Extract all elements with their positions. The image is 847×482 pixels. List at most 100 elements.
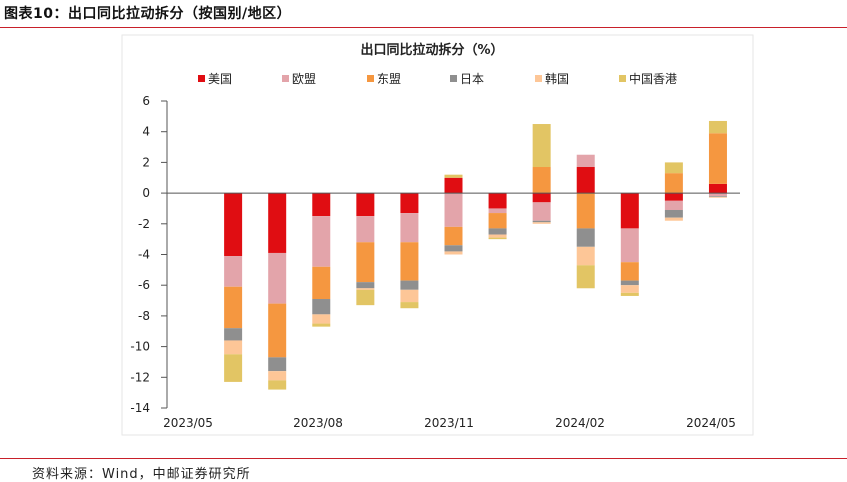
bar-stack: 美国 2023/12: -1欧盟 2023/12: -0.3东盟 2023/12… <box>488 193 507 240</box>
bar-stack: 美国 2024/01: -0.6欧盟 2024/01: -1.2 东盟 2024/… <box>532 124 551 224</box>
legend-swatch <box>367 75 374 82</box>
bar-segment: 韩国 2023/07: -0.6 <box>268 371 287 381</box>
y-tick-label: -6 <box>138 278 150 292</box>
bar-segment: 中国香港 2024/02: -1.5 <box>576 265 595 289</box>
bar-segment: 韩国 2023/08: -0.6 <box>312 314 331 324</box>
legend-item: 欧盟 <box>282 72 316 86</box>
y-tick-label: 4 <box>142 125 150 139</box>
bar-segment: 日本 2023/12: -0.4 <box>488 228 507 235</box>
legend-swatch <box>619 75 626 82</box>
legend-swatch <box>198 75 205 82</box>
bar-segment: 日本 2023/11: -0.4 <box>444 245 463 252</box>
legend-item: 东盟 <box>367 72 401 86</box>
bar-segment: 美国 2023/12: -1 <box>488 193 507 209</box>
bar-segment: 东盟 2023/11: -1.2 <box>444 226 463 246</box>
y-tick-label: 0 <box>142 186 150 200</box>
bar-segment: 欧盟 2024/02: 0.8 <box>576 154 595 168</box>
bar-segment: 中国香港 2024/04: 0.7 <box>664 162 683 174</box>
bar-segment: 欧盟 2023/12: -0.3 <box>488 208 507 214</box>
header-rule <box>0 27 847 28</box>
bar-stack: 美国 2023/06: -4.1欧盟 2023/06: -2东盟 2023/06… <box>224 193 243 382</box>
y-tick-label: 6 <box>142 94 150 108</box>
legend-label: 欧盟 <box>292 72 316 86</box>
bar-segment: 中国香港 2023/11: 0.2 <box>444 174 463 178</box>
bar-segment: 韩国 2024/03: -0.5 <box>620 285 639 293</box>
bar-segment: 欧盟 2024/04: -0.6 <box>664 200 683 210</box>
chart-title: 出口同比拉动拆分（%） <box>360 42 503 58</box>
legend-swatch <box>450 75 457 82</box>
bar-segment: 美国 2023/08: -1.5 <box>312 193 331 217</box>
bar-segment: 美国 2024/01: -0.6 <box>532 193 551 203</box>
bar-segment: 韩国 2024/05: -0.05 <box>708 196 727 198</box>
source-note: 资料来源：Wind，中邮证券研究所 <box>32 467 251 482</box>
bar-segment: 韩国 2023/10: -0.8 <box>400 289 419 303</box>
y-axis: 6 4 2 0 -2 -4 -6 -8 -10 -12 -14 <box>130 94 168 415</box>
bar-segment: 美国 2023/11: 1 <box>444 177 463 194</box>
y-tick-label: -12 <box>130 370 150 384</box>
legend-swatch <box>535 75 542 82</box>
bar-stack: 美国 2024/02: 1.7欧盟 2024/02: 0.8 东盟 2024/02… <box>576 154 595 289</box>
bar-segment: 欧盟 2024/01: -1.2 <box>532 202 551 221</box>
bar-stack: 美国 2023/10: -1.3欧盟 2023/10: -1.9东盟 2023/… <box>400 193 419 309</box>
bar-segment: 欧盟 2023/08: -3.3 <box>312 216 331 267</box>
bar-segment: 韩国 2023/12: -0.2 <box>488 234 507 238</box>
y-tick-label: 2 <box>142 155 150 169</box>
x-axis: 2023/05 2023/08 2023/11 2024/02 2024/05 <box>163 192 740 430</box>
bar-segment: 日本 2024/02: -1.2 <box>576 228 595 247</box>
x-tick-label: 2023/08 <box>293 416 343 430</box>
bar-stack: 美国 2023/11: 1欧盟 2023/11: -2.2东盟 2023/11:… <box>444 174 463 255</box>
x-tick-label: 2023/05 <box>163 416 213 430</box>
bar-segment: 日本 2023/08: -1 <box>312 299 331 315</box>
bar-segment: 东盟 2023/12: -1 <box>488 213 507 229</box>
bar-stack: 美国 2024/04: -0.5欧盟 2024/04: -0.6 东盟 2024/… <box>664 162 683 221</box>
bar-segment: 中国香港 2023/08: -0.2 <box>312 323 331 327</box>
bar-segment: 欧盟 2023/06: -2 <box>224 256 243 287</box>
bar-segment: 美国 2024/03: -2.3 <box>620 193 639 229</box>
stacked-bar-chart: 出口同比拉动拆分（%） 美国 欧盟 东盟 日本 韩国 中国香港 6 4 2 0 -2 -4 -6 -8 -… <box>121 34 754 436</box>
bar-segment: 韩国 2023/06: -0.9 <box>224 340 243 355</box>
bar-segment: 东盟 2024/03: -1.2 <box>620 262 639 281</box>
bar-segment: 欧盟 2023/10: -1.9 <box>400 213 419 243</box>
bar-stack: 美国 2024/03: -2.3欧盟 2024/03: -2.2东盟 2024/… <box>620 193 639 296</box>
bar-segment: 中国香港 2023/10: -0.4 <box>400 302 419 309</box>
y-tick-label: -2 <box>138 217 150 231</box>
legend-label: 中国香港 <box>629 71 677 86</box>
bar-segment: 日本 2023/07: -0.9 <box>268 357 287 372</box>
legend-label: 美国 <box>208 72 232 86</box>
bar-segment: 美国 2023/07: -3.9 <box>268 193 287 253</box>
bar-segment: 中国香港 2023/12: -0.1 <box>488 237 507 240</box>
bar-segment: 日本 2023/09: -0.4 <box>356 282 375 289</box>
bar-segment: 美国 2024/02: 1.7 <box>576 167 595 194</box>
bar-segment: 韩国 2024/01: -0.1 <box>532 222 551 224</box>
bar-segment: 日本 2024/05: -0.05 <box>708 196 727 197</box>
bar-stack: 美国 2023/08: -1.5欧盟 2023/08: -3.3东盟 2023/… <box>312 193 331 327</box>
bar-segment: 日本 2024/03: -0.3 <box>620 280 639 286</box>
bar-segment: 日本 2023/10: -0.6 <box>400 280 419 290</box>
bar-segment: 美国 2023/06: -4.1 <box>224 193 243 257</box>
bar-segment: 美国 2024/04: -0.5 <box>664 193 683 201</box>
bar-segment: 东盟 2024/05: 3.3 <box>708 133 727 184</box>
bar-segment: 东盟 2024/01: 1.7 <box>532 167 551 194</box>
bar-segment: 欧盟 2023/11: -2.2 <box>444 193 463 227</box>
bar-stack-group: 美国 2023/06: -4.1欧盟 2023/06: -2东盟 2023/06… <box>224 120 727 390</box>
bar-segment: 东盟 2023/09: -2.6 <box>356 242 375 283</box>
bar-segment: 东盟 2024/04: 1.3 <box>664 173 683 194</box>
bar-segment: 中国香港 2024/01: 2.8 <box>532 124 551 168</box>
legend-swatch <box>282 75 289 82</box>
bar-segment: 欧盟 2023/09: -1.7 <box>356 216 375 243</box>
bar-segment: 日本 2024/01: -0.1 <box>532 220 551 223</box>
y-tick-label: -8 <box>138 309 150 323</box>
bar-segment: 东盟 2024/02: -2.3 <box>576 193 595 229</box>
bar-segment: 欧盟 2024/05: -0.2 <box>708 193 727 197</box>
bar-segment: 中国香港 2024/05: 0.8 <box>708 120 727 134</box>
x-tick-label: 2024/02 <box>555 416 605 430</box>
y-tick-label: -4 <box>138 248 150 262</box>
x-tick-label: 2023/11 <box>424 416 474 430</box>
bar-segment: 中国香港 2023/06: -1.8 <box>224 354 243 382</box>
bar-segment: 中国香港 2024/03: -0.2 <box>620 292 639 296</box>
bar-segment: 中国香港 2023/07: -0.6 <box>268 380 287 390</box>
y-tick-label: -14 <box>130 401 150 415</box>
bar-segment: 日本 2023/06: -0.8 <box>224 328 243 341</box>
bar-segment: 东盟 2023/08: -2.1 <box>312 266 331 300</box>
bar-segment: 美国 2023/09: -1.5 <box>356 193 375 217</box>
